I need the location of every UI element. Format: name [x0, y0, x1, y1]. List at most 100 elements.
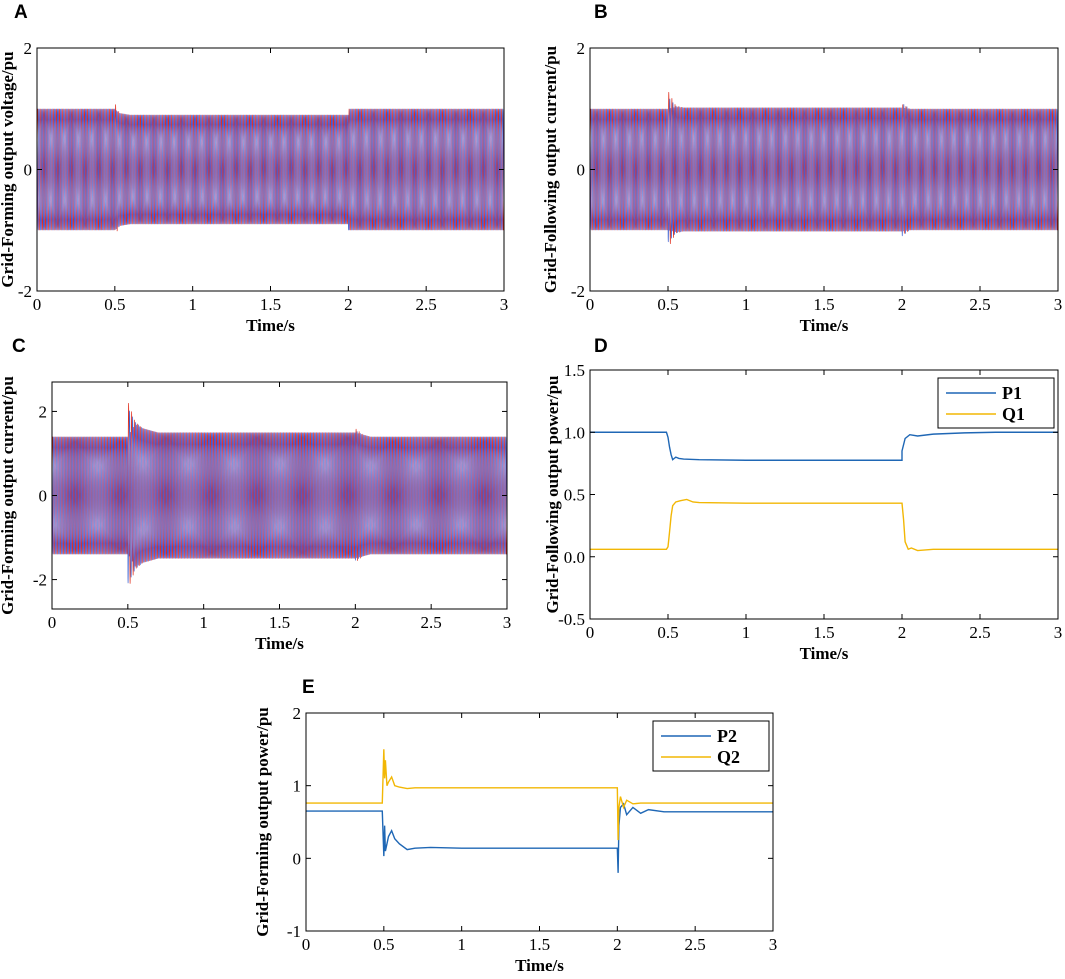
panel-letter: A — [14, 2, 28, 23]
y-tick-label: 0 — [39, 487, 48, 506]
x-tick-label: 0 — [48, 613, 57, 632]
x-axis-label: Time/s — [800, 316, 849, 335]
x-tick-label: 1 — [742, 295, 751, 314]
y-tick-label: 2 — [577, 39, 586, 58]
x-tick-label: 1.5 — [260, 295, 281, 314]
series-q1 — [590, 498, 1058, 552]
y-tick-label: 0 — [577, 161, 586, 180]
x-tick-label: 1 — [199, 613, 208, 632]
x-tick-label: 0.5 — [657, 623, 678, 642]
x-tick-label: 0 — [586, 295, 595, 314]
series-p1 — [590, 431, 1058, 461]
x-tick-label: 0 — [586, 623, 595, 642]
plot-area — [37, 104, 504, 232]
x-axis-label: Time/s — [255, 634, 304, 653]
y-tick-label: 0.5 — [564, 486, 585, 505]
panel-c: C 0 0.5 1 1.5 2 2.5 3 -2 0 2 Time/s Grid-Forming out… — [0, 336, 511, 653]
x-tick-label: 0.5 — [117, 613, 138, 632]
y-tick-label: 2 — [24, 39, 33, 58]
y-tick-label: -1 — [287, 922, 301, 941]
x-tick-label: 1.5 — [813, 295, 834, 314]
y-tick-label: -2 — [18, 282, 32, 301]
panel-letter: E — [302, 677, 315, 698]
y-axis-label: Grid-Following output current/pu — [541, 46, 560, 293]
series-phase-c — [52, 424, 507, 567]
series-phase-c — [590, 107, 1058, 233]
y-tick-label: 0 — [24, 161, 33, 180]
legend-box — [937, 377, 1055, 429]
y-axis-label: Grid-Following output power/pu — [543, 375, 562, 613]
series-phase-a — [37, 104, 504, 232]
x-tick-label: 3 — [1054, 623, 1063, 642]
x-tick-label: 0 — [33, 295, 42, 314]
x-tick-label: 0.5 — [373, 935, 394, 954]
plot-area — [306, 749, 773, 873]
plot-area — [590, 431, 1058, 552]
x-tick-label: 2.5 — [969, 295, 990, 314]
y-tick-label: -2 — [33, 571, 47, 590]
y-tick-label: -2 — [571, 282, 585, 301]
plot-area — [590, 92, 1058, 244]
y-axis-label: Grid-Forming output voltage/pu — [0, 51, 17, 287]
x-tick-label: 0.5 — [657, 295, 678, 314]
x-tick-label: 2 — [344, 295, 353, 314]
x-axis-label: Time/s — [515, 956, 564, 975]
x-tick-label: 2.5 — [416, 295, 437, 314]
y-tick-label: 0 — [293, 849, 302, 868]
x-tick-label: 2.5 — [685, 935, 706, 954]
x-tick-label: 1 — [457, 935, 466, 954]
plot-area — [52, 402, 507, 584]
series-phase-a — [590, 92, 1058, 244]
legend-label-p1: P1 — [1002, 383, 1022, 403]
x-tick-label: 1.5 — [269, 613, 290, 632]
x-tick-label: 2 — [613, 935, 622, 954]
legend-label-p2: P2 — [717, 726, 737, 746]
series-q2 — [306, 749, 773, 841]
y-tick-label: 1.5 — [564, 361, 585, 380]
legend-label-q1: Q1 — [1002, 404, 1025, 424]
panel-d: D 0 0.5 1 1.5 2 2.5 3 -0.5 0.0 0.5 1.0 1.5 Time/s Grid… — [543, 336, 1062, 663]
y-tick-label: -0.5 — [558, 610, 585, 629]
x-tick-label: 0 — [302, 935, 311, 954]
series-phase-b — [590, 98, 1058, 243]
y-tick-label: 1.0 — [564, 423, 585, 442]
panel-letter: D — [594, 336, 608, 357]
x-tick-label: 1 — [188, 295, 197, 314]
y-tick-label: 2 — [293, 704, 302, 723]
x-tick-label: 2.5 — [421, 613, 442, 632]
series-phase-b — [37, 108, 504, 231]
x-tick-label: 2 — [898, 623, 907, 642]
x-tick-label: 2.5 — [969, 623, 990, 642]
x-tick-label: 1.5 — [529, 935, 550, 954]
y-tick-label: 0.0 — [564, 548, 585, 567]
legend-box — [652, 720, 770, 772]
x-tick-label: 2 — [351, 613, 360, 632]
panel-letter: C — [12, 336, 26, 357]
series-p2 — [306, 802, 773, 873]
legend-label-q2: Q2 — [717, 747, 740, 767]
x-tick-label: 0.5 — [104, 295, 125, 314]
x-axis-label: Time/s — [800, 644, 849, 663]
y-axis-label: Grid-Forming output current/pu — [0, 376, 17, 615]
series-phase-b — [52, 410, 507, 584]
x-tick-label: 3 — [503, 613, 512, 632]
series-phase-c — [37, 108, 504, 231]
x-tick-label: 1.5 — [813, 623, 834, 642]
y-tick-label: 2 — [39, 402, 48, 421]
x-tick-label: 3 — [1054, 295, 1063, 314]
y-axis-label: Grid-Forming output power/pu — [253, 707, 272, 937]
x-tick-label: 3 — [769, 935, 778, 954]
x-tick-label: 3 — [500, 295, 509, 314]
x-axis-label: Time/s — [246, 316, 295, 335]
panel-letter: B — [594, 2, 608, 23]
y-tick-label: 1 — [293, 777, 302, 796]
series-phase-a — [52, 402, 507, 584]
x-tick-label: 1 — [742, 623, 751, 642]
x-tick-label: 2 — [898, 295, 907, 314]
